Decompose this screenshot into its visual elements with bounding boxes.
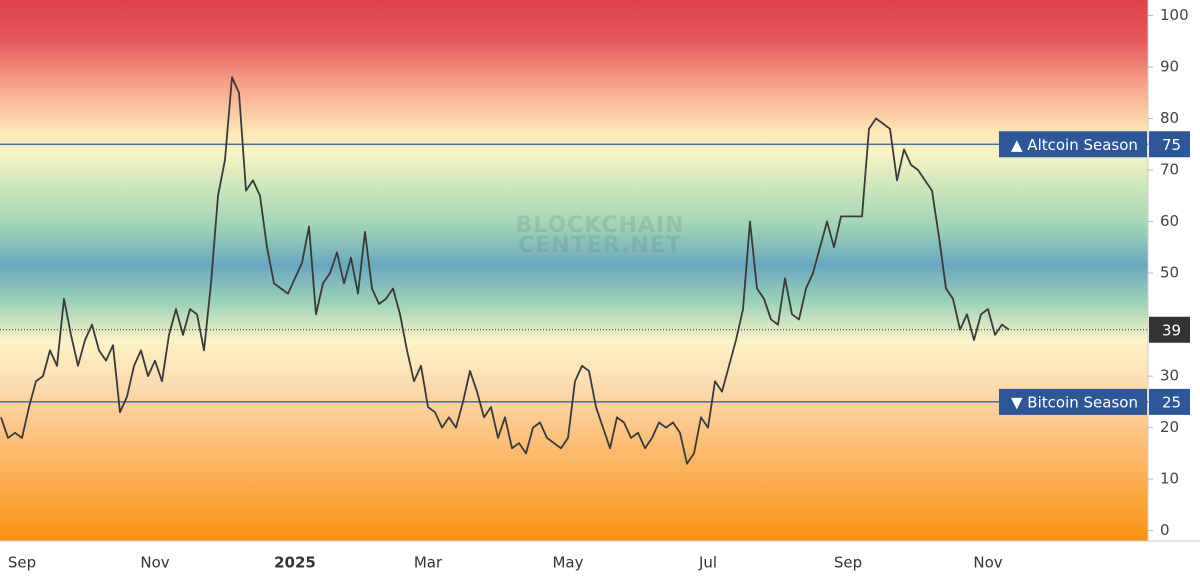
- axis-background: [1148, 0, 1200, 541]
- threshold-value: 75: [1162, 136, 1181, 154]
- threshold-label-box: [999, 388, 1147, 415]
- y-tick-label: 60: [1160, 212, 1179, 230]
- y-tick-label: 0: [1160, 521, 1170, 539]
- x-tick-label: May: [552, 554, 583, 572]
- y-tick-label: 50: [1160, 264, 1179, 282]
- plot-background: [0, 0, 1148, 541]
- y-tick-label: 10: [1160, 470, 1179, 488]
- y-tick-label: 80: [1160, 109, 1179, 127]
- x-tick-label: Nov: [140, 554, 169, 572]
- y-tick-label: 70: [1160, 161, 1179, 179]
- x-tick-label: Mar: [414, 554, 443, 572]
- y-tick-label: 20: [1160, 418, 1179, 436]
- x-tick-label: 2025: [274, 554, 316, 572]
- threshold-label: ▼ Bitcoin Season: [1011, 393, 1138, 411]
- x-tick-label: Sep: [834, 554, 862, 572]
- threshold-value-box: [1149, 131, 1190, 158]
- index-line: [0, 76, 1010, 465]
- threshold-label-box: [999, 131, 1147, 158]
- y-tick-label: 100: [1160, 6, 1189, 24]
- current-value-label: 39: [1162, 321, 1181, 339]
- x-tick-label: Sep: [8, 554, 36, 572]
- threshold-label: ▲ Altcoin Season: [1011, 136, 1138, 154]
- x-tick-label: Jul: [698, 554, 717, 572]
- y-tick-label: 30: [1160, 367, 1179, 385]
- threshold-value-box: [1149, 388, 1190, 415]
- watermark: CENTER.NET: [518, 233, 682, 258]
- threshold-value: 25: [1162, 393, 1181, 411]
- watermark: BLOCKCHAIN: [515, 213, 684, 238]
- x-tick-label: Nov: [973, 554, 1002, 572]
- current-value-box: [1149, 316, 1190, 343]
- y-tick-label: 90: [1160, 57, 1179, 75]
